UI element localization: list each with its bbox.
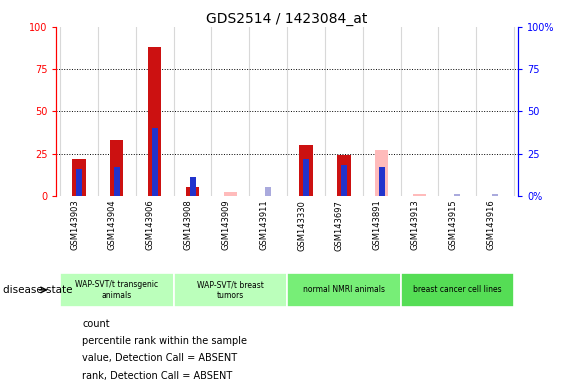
Text: WAP-SVT/t transgenic
animals: WAP-SVT/t transgenic animals	[75, 280, 158, 300]
Text: GSM143911: GSM143911	[259, 200, 268, 250]
Text: GSM143330: GSM143330	[297, 200, 306, 250]
Bar	[337, 155, 351, 196]
Bar	[492, 194, 498, 196]
Text: count: count	[82, 319, 110, 329]
Text: value, Detection Call = ABSENT: value, Detection Call = ABSENT	[82, 353, 238, 363]
Bar	[76, 169, 82, 196]
Bar	[303, 159, 309, 196]
Bar	[73, 159, 86, 196]
Bar	[300, 145, 312, 196]
Bar	[379, 167, 385, 196]
Text: breast cancer cell lines: breast cancer cell lines	[413, 285, 502, 295]
Text: rank, Detection Call = ABSENT: rank, Detection Call = ABSENT	[82, 371, 233, 381]
Text: GSM143904: GSM143904	[108, 200, 117, 250]
Text: GSM143906: GSM143906	[146, 200, 155, 250]
Bar	[401, 273, 514, 306]
Bar	[60, 273, 173, 306]
Text: disease state: disease state	[3, 285, 72, 295]
Text: WAP-SVT/t breast
tumors: WAP-SVT/t breast tumors	[197, 280, 264, 300]
Text: GSM143916: GSM143916	[486, 200, 495, 250]
Bar	[114, 167, 120, 196]
Text: GSM143903: GSM143903	[70, 200, 79, 250]
Bar	[186, 187, 199, 196]
Bar	[265, 187, 271, 196]
Bar	[224, 192, 237, 196]
Bar	[148, 47, 162, 196]
Text: GSM143908: GSM143908	[184, 200, 193, 250]
Text: GSM143913: GSM143913	[410, 200, 419, 250]
Bar	[190, 177, 195, 196]
Text: percentile rank within the sample: percentile rank within the sample	[82, 336, 247, 346]
Bar	[151, 128, 158, 196]
Text: GSM143697: GSM143697	[335, 200, 344, 250]
Title: GDS2514 / 1423084_at: GDS2514 / 1423084_at	[207, 12, 368, 26]
Bar	[341, 166, 347, 196]
Text: GSM143915: GSM143915	[448, 200, 457, 250]
Bar	[110, 140, 123, 196]
Text: GSM143909: GSM143909	[221, 200, 230, 250]
Bar	[454, 194, 461, 196]
Text: GSM143891: GSM143891	[373, 200, 382, 250]
Bar	[173, 273, 287, 306]
Bar	[287, 273, 401, 306]
Text: normal NMRI animals: normal NMRI animals	[303, 285, 385, 295]
Bar	[413, 194, 426, 196]
Bar	[375, 150, 388, 196]
